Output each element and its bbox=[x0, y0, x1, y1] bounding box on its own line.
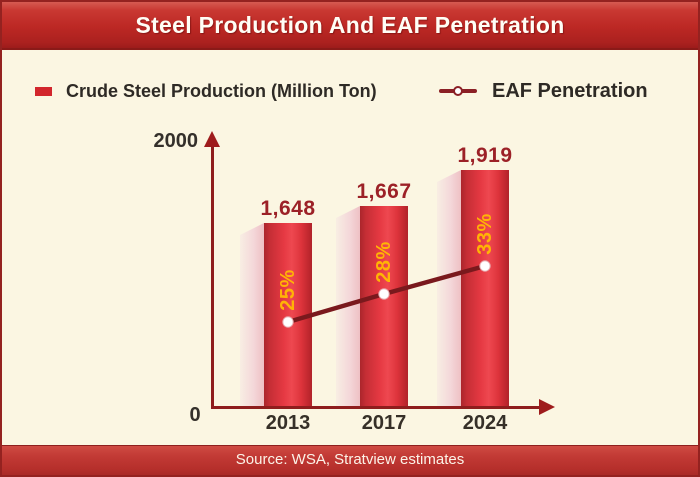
origin-label: 0 bbox=[189, 404, 201, 426]
bar-back-shadow bbox=[240, 223, 264, 408]
legend-label-eaf: EAF Penetration bbox=[492, 79, 648, 102]
legend-label-production: Crude Steel Production (Million Ton) bbox=[66, 80, 377, 101]
legend-dot bbox=[453, 86, 463, 96]
bar-2017 bbox=[360, 206, 408, 408]
legend-item-production: Crude Steel Production (Million Ton) bbox=[35, 76, 377, 106]
legend: Crude Steel Production (Million Ton) EAF… bbox=[2, 76, 698, 106]
y-axis-arrow-icon bbox=[204, 131, 220, 147]
bar-back-shadow bbox=[336, 206, 360, 408]
bar-back-shadow bbox=[437, 170, 461, 408]
x-axis-arrow-icon bbox=[539, 399, 555, 415]
legend-item-eaf: EAF Penetration bbox=[439, 76, 648, 106]
bar-series-swatch-icon bbox=[35, 86, 52, 96]
x-axis-line bbox=[211, 406, 541, 409]
bar-2024 bbox=[461, 170, 509, 408]
line-series-marker-icon bbox=[439, 85, 477, 97]
source-banner: Source: WSA, Stratview estimates bbox=[2, 445, 698, 475]
title-banner: Steel Production And EAF Penetration bbox=[2, 2, 698, 50]
source-text: Source: WSA, Stratview estimates bbox=[235, 451, 465, 468]
y-axis-line bbox=[211, 146, 214, 408]
chart-title: Steel Production And EAF Penetration bbox=[135, 12, 565, 38]
y-axis-max-label: 2000 bbox=[153, 130, 199, 152]
bar-2013 bbox=[264, 223, 312, 408]
